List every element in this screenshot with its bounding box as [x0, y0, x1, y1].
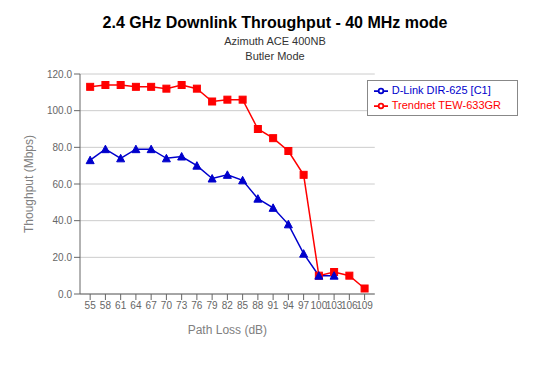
svg-text:73: 73 [176, 300, 188, 311]
svg-text:60.0: 60.0 [53, 179, 73, 190]
svg-text:Path Loss (dB): Path Loss (dB) [188, 323, 267, 337]
svg-text:82: 82 [222, 300, 234, 311]
svg-text:85: 85 [237, 300, 249, 311]
svg-text:67: 67 [146, 300, 158, 311]
svg-text:80.0: 80.0 [53, 142, 73, 153]
svg-text:0.0: 0.0 [58, 289, 72, 300]
svg-text:100.0: 100.0 [47, 105, 72, 116]
html-text:2.4 GHz Downlink Throughput -: 2.4 GHz Downlink Throughput - 40 MHz mod… [102, 14, 448, 31]
svg-text:61: 61 [115, 300, 127, 311]
svg-text:79: 79 [207, 300, 219, 311]
html-text:Azimuth ACE 400NB: Azimuth ACE 400NB [224, 35, 326, 47]
svg-text:94: 94 [283, 300, 295, 311]
svg-text:91: 91 [268, 300, 280, 311]
html-text:Trendnet TEW-633GR: Trendnet TEW-633GR [391, 99, 501, 112]
svg-text:64: 64 [130, 300, 142, 311]
svg-text:70: 70 [161, 300, 173, 311]
svg-text:100: 100 [310, 300, 328, 312]
svg-text:88: 88 [252, 300, 264, 311]
html-text:103 106: 103 106 [325, 300, 358, 312]
svg-text:120.0: 120.0 [47, 69, 72, 80]
svg-text:20.0: 20.0 [53, 252, 73, 263]
svg-text:58: 58 [100, 300, 112, 311]
html-text:Butler Mode: Butler Mode [245, 50, 305, 62]
svg-text:55: 55 [85, 300, 97, 311]
svg-text:109: 109 [356, 300, 373, 311]
svg-text:97: 97 [298, 300, 310, 311]
html-text:D-Link DIR-625 [C1]: D-Link DIR-625 [C1] [391, 84, 491, 96]
svg-text:76: 76 [191, 300, 203, 311]
svg-text:40.0: 40.0 [53, 215, 73, 226]
svg-text:Thoughput (Mbps): Thoughput (Mbps) [22, 135, 36, 233]
